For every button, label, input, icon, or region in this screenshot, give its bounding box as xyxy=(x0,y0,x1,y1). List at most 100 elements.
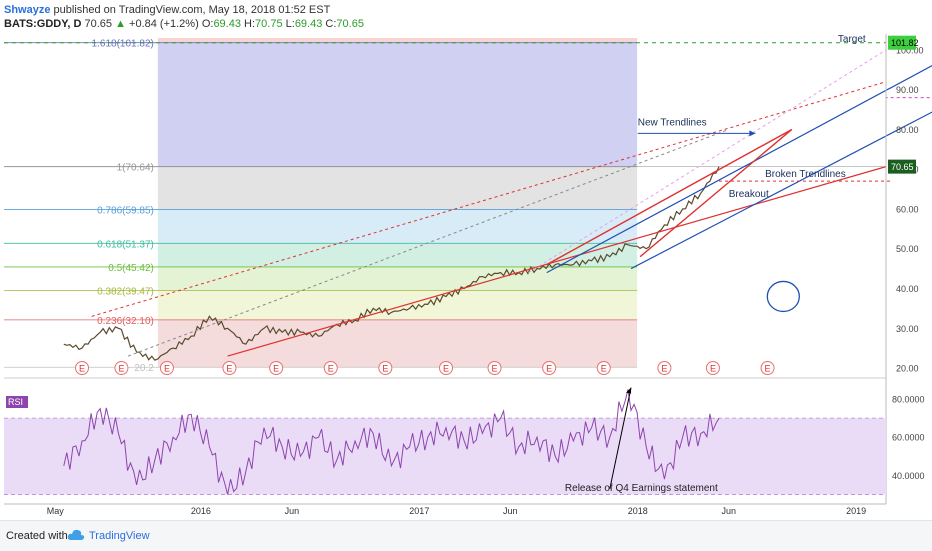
close-label: C: xyxy=(325,18,337,30)
time-tick-label: Jun xyxy=(721,506,736,516)
earnings-marker xyxy=(378,361,393,375)
up-arrow-icon: ▲ xyxy=(115,18,126,30)
symbol-label: BATS:GDDY, D xyxy=(4,18,82,30)
close-value: 70.65 xyxy=(336,18,364,30)
support-trendline xyxy=(227,166,887,357)
chart-annotation: Broken Trendlines xyxy=(765,169,846,180)
earnings-marker-label: E xyxy=(661,364,667,374)
arrow-head-icon xyxy=(626,387,632,394)
price-tick-label: 60.00 xyxy=(896,204,919,214)
earnings-marker-label: E xyxy=(273,364,279,374)
earnings-marker-label: E xyxy=(601,364,607,374)
fib-zone xyxy=(157,38,638,43)
rsi-series-line xyxy=(63,389,720,495)
price-change: +0.84 (+1.2%) xyxy=(129,18,199,30)
earnings-marker-label: E xyxy=(118,364,124,374)
chart-annotation: Target xyxy=(838,34,866,45)
open-value: 69.43 xyxy=(213,18,241,30)
fib-zone xyxy=(157,42,638,167)
dashed-trendline-grey xyxy=(127,128,729,357)
price-tick-label: 50.00 xyxy=(896,244,919,254)
dashed-trendline-pink xyxy=(528,49,887,274)
price-tick-label: 30.00 xyxy=(896,324,919,334)
earnings-marker xyxy=(114,361,129,375)
rsi-tick-label: 60.0000 xyxy=(892,433,925,443)
last-price-badge-label: 70.65 xyxy=(891,162,914,172)
fib-zone xyxy=(157,166,638,210)
fib-zone xyxy=(157,266,638,291)
high-value: 70.75 xyxy=(255,18,283,30)
fib-level-label: 1(70.64) xyxy=(117,163,154,174)
earnings-marker-label: E xyxy=(492,364,498,374)
price-tick-label: 40.00 xyxy=(896,284,919,294)
earnings-marker-label: E xyxy=(328,364,334,374)
dashed-trendline xyxy=(91,81,887,317)
fib-level-label: 0.618(51.37) xyxy=(97,239,154,250)
author-name[interactable]: Shwayze xyxy=(4,4,51,16)
time-tick-label: 2017 xyxy=(409,506,429,516)
price-series-line xyxy=(63,166,720,361)
last-price: 70.65 xyxy=(84,18,113,30)
chart-annotation: Breakout xyxy=(729,189,769,200)
channel-upper-line xyxy=(546,64,932,274)
rsi-tick-label: 40.0000 xyxy=(892,471,925,481)
rsi-label: RSI xyxy=(8,397,23,407)
earnings-marker xyxy=(75,361,90,375)
earnings-marker xyxy=(657,361,672,375)
earnings-marker-label: E xyxy=(382,364,388,374)
q4-arrow xyxy=(609,387,632,489)
earnings-marker xyxy=(542,361,557,375)
earnings-marker-label: E xyxy=(765,364,771,374)
created-with-label: Created with xyxy=(6,530,68,542)
circle-drawing xyxy=(766,280,800,313)
time-tick-label: May xyxy=(47,506,65,516)
fib-zone xyxy=(157,290,638,320)
earnings-marker xyxy=(439,361,454,375)
last-price-badge xyxy=(888,159,916,174)
fib-price-badge-label: 101.82 xyxy=(891,38,919,48)
time-tick-label: Jun xyxy=(503,506,518,516)
low-label: L: xyxy=(285,18,295,30)
earnings-marker-label: E xyxy=(79,364,85,374)
fib-price-badge xyxy=(888,35,916,50)
earnings-marker xyxy=(222,361,237,375)
earnings-marker xyxy=(487,361,502,375)
publish-line: Shwayze published on TradingView.com, Ma… xyxy=(4,4,330,16)
fib-level-label: 0.382(39.47) xyxy=(97,287,154,298)
fib-level-label: 0.786(59.85) xyxy=(97,206,154,217)
fib-level-label: 1.618(101.82) xyxy=(92,39,154,50)
price-tick-label: 20.00 xyxy=(896,364,919,374)
time-tick-label: 2019 xyxy=(846,506,866,516)
fib-level-label: 20.2 xyxy=(134,363,154,374)
chart-annotation: New Trendlines xyxy=(638,117,707,128)
rsi-label-badge xyxy=(6,396,28,408)
price-chart[interactable]: 1.618(101.82) 1(70.64) 0.786(59.85) 0.618(5… xyxy=(0,0,932,520)
fib-zone xyxy=(157,319,638,368)
earnings-marker xyxy=(269,361,284,375)
low-value: 69.43 xyxy=(294,18,323,30)
earnings-marker-label: E xyxy=(164,364,170,374)
wedge-upper-line xyxy=(546,128,793,266)
wedge-lower-line xyxy=(639,128,793,258)
tradingview-cloud-icon[interactable] xyxy=(67,528,85,542)
price-tick-label: 80.00 xyxy=(896,125,919,135)
earnings-marker xyxy=(323,361,338,375)
earnings-marker-label: E xyxy=(546,364,552,374)
earnings-marker xyxy=(596,361,611,375)
price-tick-label: 90.00 xyxy=(896,85,919,95)
rsi-tick-label: 80.0000 xyxy=(892,395,925,405)
arrow-head-icon xyxy=(749,130,756,137)
fib-level-label: 0.5(45.42) xyxy=(108,263,154,274)
price-tick-label: 100.00 xyxy=(896,45,924,55)
earnings-marker-label: E xyxy=(226,364,232,374)
earnings-marker-label: E xyxy=(710,364,716,374)
time-tick-label: 2016 xyxy=(191,506,211,516)
tradingview-link[interactable]: TradingView xyxy=(89,530,150,542)
time-tick-label: Jun xyxy=(285,506,300,516)
high-label: H: xyxy=(244,18,256,30)
earnings-marker-label: E xyxy=(443,364,449,374)
earnings-marker xyxy=(705,361,720,375)
footer-bar: Created with TradingView xyxy=(0,520,932,551)
time-tick-label: 2018 xyxy=(628,506,648,516)
earnings-marker xyxy=(159,361,174,375)
